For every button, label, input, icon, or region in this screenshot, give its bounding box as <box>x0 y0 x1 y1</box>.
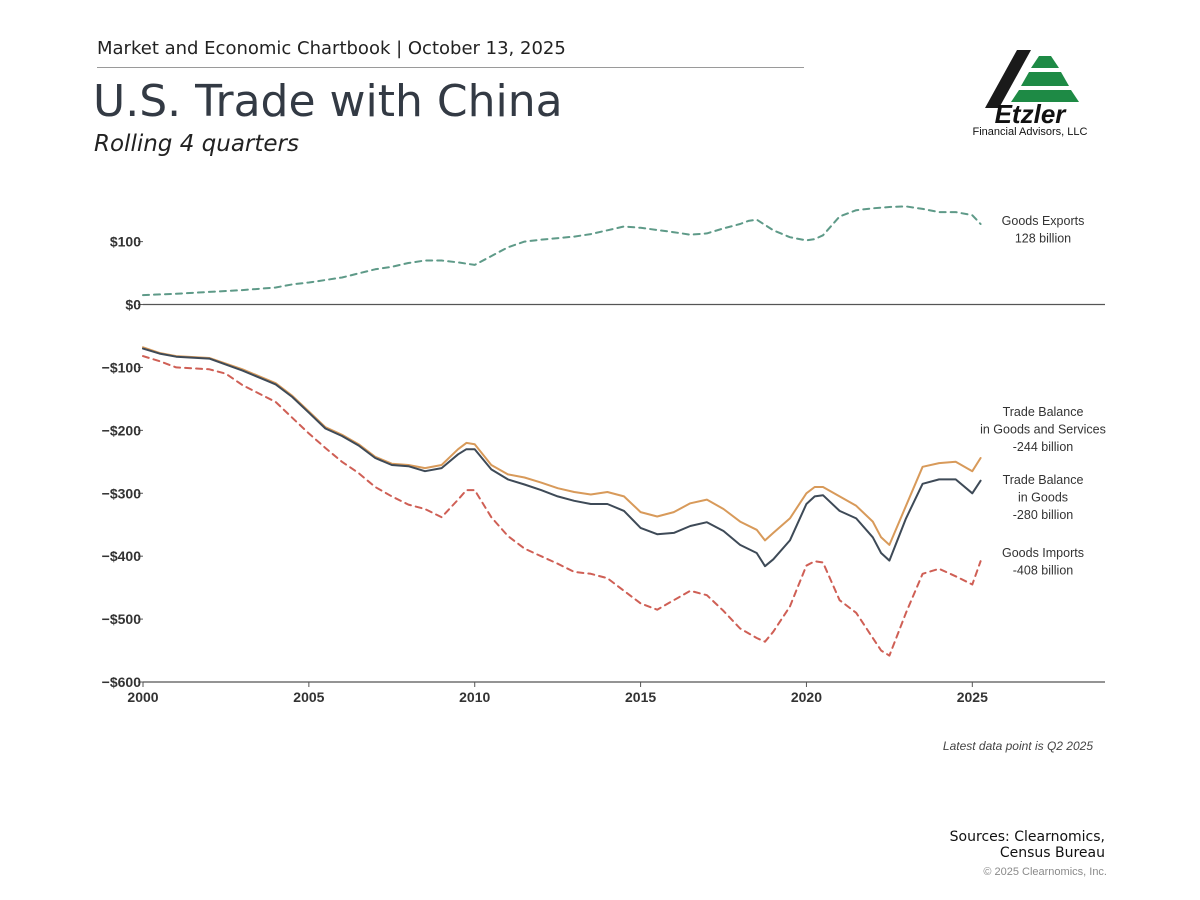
chartbook-header: Market and Economic Chartbook | October … <box>97 38 566 59</box>
y-tick-label: $0 <box>125 297 141 313</box>
y-tick-label: −$400 <box>102 548 142 564</box>
y-tick-label: −$100 <box>102 359 142 375</box>
series-line-goods-exports <box>142 205 982 297</box>
y-tick-label: −$300 <box>102 485 142 501</box>
x-tick-label: 2000 <box>127 689 158 705</box>
series-label-text: -408 billion <box>1013 564 1074 578</box>
series-line-goods-imports <box>142 355 982 657</box>
copyright: © 2025 Clearnomics, Inc. <box>983 866 1107 878</box>
series-line-trade-balance-in-goods-and-services <box>142 346 982 546</box>
series-label-text: Goods Imports <box>1002 546 1084 560</box>
x-tick-label: 2005 <box>293 689 324 705</box>
series-label-text: 128 billion <box>1015 232 1071 246</box>
series-label-text: Trade Balance <box>1003 473 1084 487</box>
page-title: U.S. Trade with China <box>93 76 563 127</box>
series-label-text: -280 billion <box>1013 508 1074 522</box>
sources-line-1: Sources: Clearnomics, <box>949 829 1105 845</box>
sources-line-2: Census Bureau <box>999 845 1105 861</box>
x-tick-label: 2020 <box>791 689 822 705</box>
logo-tri-mid <box>1021 72 1069 86</box>
x-tick-label: 2010 <box>459 689 490 705</box>
series-label-text: -244 billion <box>1013 440 1074 454</box>
series-line-trade-balance-in-goods <box>142 347 982 568</box>
logo-subtitle: Financial Advisors, LLC <box>972 126 1088 138</box>
y-tick-label: −$600 <box>102 674 142 690</box>
logo-tri-bot <box>1011 90 1079 102</box>
series-label-text: Trade Balance <box>1003 405 1084 419</box>
logo-slash-shape <box>985 50 1031 108</box>
x-tick-label: 2025 <box>957 689 988 705</box>
x-tick-label: 2015 <box>625 689 656 705</box>
y-tick-label: $100 <box>110 234 141 250</box>
series-label-text: in Goods and Services <box>980 423 1106 437</box>
etzler-logo-icon <box>985 50 1079 108</box>
y-tick-label: −$200 <box>102 422 142 438</box>
header-divider <box>97 67 804 68</box>
sources-note: Sources: Clearnomics, Census Bureau <box>950 829 1105 861</box>
page-subtitle: Rolling 4 quarters <box>94 131 299 157</box>
latest-data-note: Latest data point is Q2 2025 <box>942 739 1093 753</box>
logo-wordmark: Etzler <box>994 99 1066 129</box>
logo-tri-top <box>1031 56 1059 68</box>
series-label-text: in Goods <box>1018 491 1068 505</box>
y-tick-label: −$500 <box>102 611 142 627</box>
series-label-text: Goods Exports <box>1002 214 1085 228</box>
